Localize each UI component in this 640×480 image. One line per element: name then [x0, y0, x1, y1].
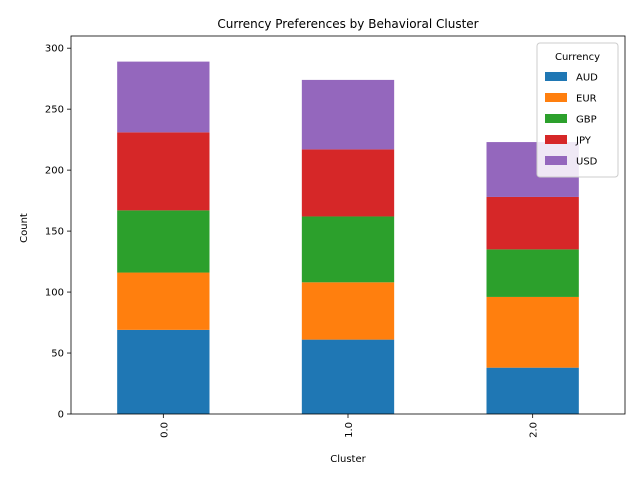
y-tick-label: 200 [45, 166, 64, 177]
bar-segment-eur-1 [301, 282, 395, 340]
legend-swatch-eur [545, 93, 567, 102]
bar-segment-aud-0 [117, 329, 210, 414]
legend-label-gbp: GBP [576, 115, 597, 126]
legend-label-usd: USD [576, 157, 598, 168]
legend-swatch-jpy [545, 135, 567, 144]
legend-label-eur: EUR [576, 94, 597, 105]
bar-segment-aud-2 [486, 367, 579, 414]
legend-title: Currency [555, 52, 600, 63]
bar-segment-eur-0 [117, 272, 210, 330]
bar-segment-usd-1 [301, 79, 395, 150]
bar-segment-gbp-2 [486, 249, 579, 297]
axes-frame [70, 35, 626, 415]
bar-segment-gbp-0 [117, 210, 210, 273]
legend: Currency AUD EUR GBP JPY USD [536, 42, 619, 178]
x-axis-label: Cluster [330, 454, 366, 465]
legend-swatch-usd [545, 156, 567, 165]
bar-segment-aud-1 [301, 339, 395, 414]
bar-segment-gbp-1 [301, 216, 395, 283]
legend-label-jpy: JPY [575, 136, 592, 147]
bar-segment-usd-0 [117, 61, 210, 133]
y-tick-label: 150 [45, 227, 64, 238]
x-tick-label: 0.0 [159, 422, 170, 438]
x-tick-label: 2.0 [529, 422, 540, 438]
plot-area: 0.0 1.0 2.0 0 50 100 150 200 250 300 [45, 35, 626, 438]
bar-segment-jpy-2 [486, 196, 579, 250]
legend-swatch-gbp [545, 114, 567, 123]
bars-layer [117, 61, 579, 414]
y-tick-label: 0 [58, 410, 64, 421]
bar-segment-jpy-0 [117, 132, 210, 211]
y-tick-label: 300 [45, 44, 64, 55]
bar-segment-eur-2 [486, 296, 579, 368]
y-axis-label: Count [19, 213, 30, 243]
legend-swatch-aud [545, 72, 567, 81]
bar-segment-jpy-1 [301, 149, 395, 217]
chart-title: Currency Preferences by Behavioral Clust… [217, 17, 478, 31]
axes-layer: 0.0 1.0 2.0 0 50 100 150 200 250 300 [45, 35, 626, 438]
x-tick-label: 1.0 [344, 422, 355, 438]
y-tick-label: 100 [45, 288, 64, 299]
y-tick-label: 50 [51, 349, 64, 360]
y-tick-label: 250 [45, 105, 64, 116]
legend-label-aud: AUD [576, 73, 598, 84]
